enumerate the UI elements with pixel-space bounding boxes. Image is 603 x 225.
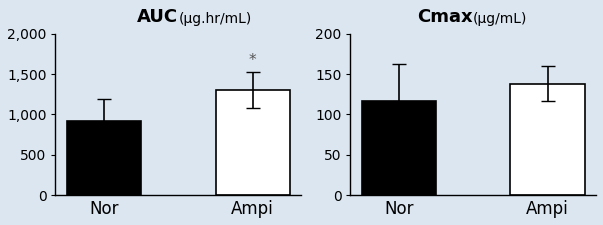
Bar (215, 90, 290, 195)
Text: (μg/mL): (μg/mL) (473, 11, 528, 25)
Bar (511, 84, 585, 195)
Bar (362, 101, 436, 195)
Text: (μg.hr/mL): (μg.hr/mL) (178, 11, 251, 25)
Text: *: * (249, 53, 256, 68)
Text: Cmax: Cmax (418, 7, 473, 25)
Text: AUC: AUC (137, 7, 178, 25)
Bar (67, 121, 141, 195)
